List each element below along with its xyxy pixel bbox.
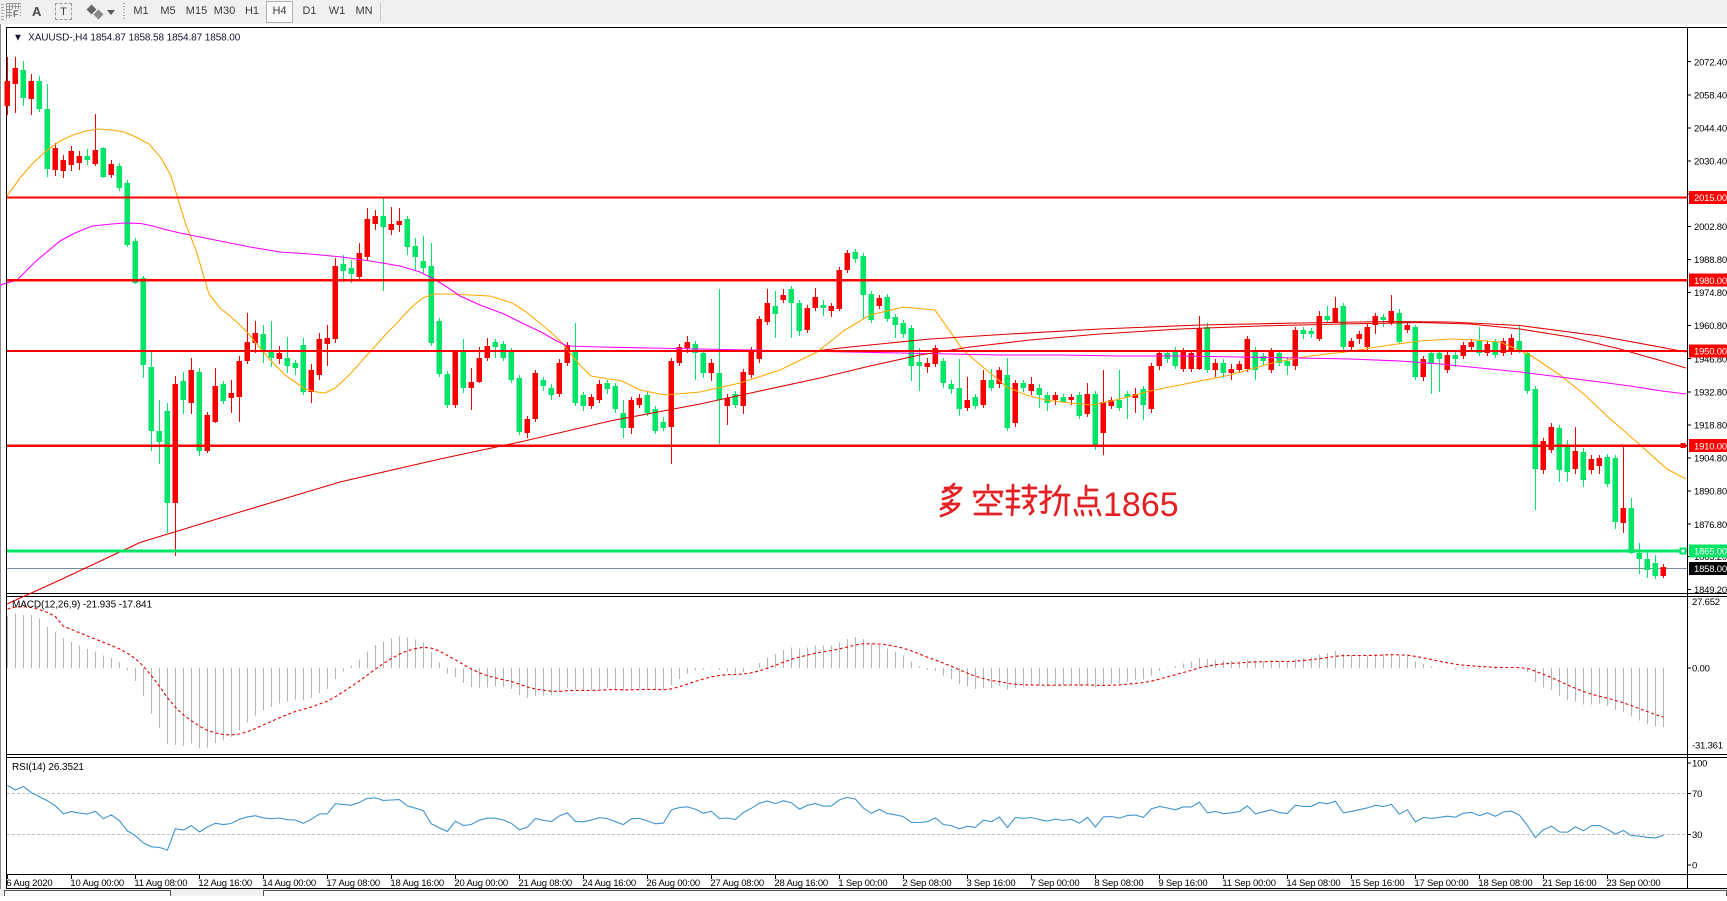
- svg-text:15 Sep 16:00: 15 Sep 16:00: [1350, 878, 1404, 889]
- svg-text:18 Sep 08:00: 18 Sep 08:00: [1478, 878, 1532, 889]
- svg-text:1932.80: 1932.80: [1694, 387, 1727, 398]
- svg-text:7 Sep 00:00: 7 Sep 00:00: [1030, 878, 1079, 889]
- svg-text:2 Sep 08:00: 2 Sep 08:00: [902, 878, 951, 889]
- svg-text:1918.80: 1918.80: [1694, 421, 1727, 432]
- svg-text:9 Sep 16:00: 9 Sep 16:00: [1158, 878, 1207, 889]
- svg-text:1890.80: 1890.80: [1694, 487, 1727, 498]
- svg-text:28 Aug 16:00: 28 Aug 16:00: [774, 878, 828, 889]
- svg-text:1960.80: 1960.80: [1694, 321, 1727, 332]
- svg-text:1974.80: 1974.80: [1694, 288, 1727, 299]
- svg-text:27 Aug 08:00: 27 Aug 08:00: [710, 878, 764, 889]
- svg-text:1980.00: 1980.00: [1694, 276, 1727, 287]
- svg-text:RSI(14) 26.3521: RSI(14) 26.3521: [12, 762, 84, 773]
- svg-text:-31.361: -31.361: [1692, 741, 1723, 752]
- svg-text:2072.40: 2072.40: [1694, 57, 1727, 68]
- svg-text:2058.40: 2058.40: [1694, 90, 1727, 101]
- svg-text:0: 0: [1692, 861, 1697, 872]
- svg-text:27.652: 27.652: [1692, 597, 1720, 608]
- svg-text:2030.40: 2030.40: [1694, 157, 1727, 168]
- svg-text:23 Sep 00:00: 23 Sep 00:00: [1606, 878, 1660, 889]
- svg-text:14 Sep 08:00: 14 Sep 08:00: [1286, 878, 1340, 889]
- svg-text:20 Aug 00:00: 20 Aug 00:00: [454, 878, 508, 889]
- svg-text:1950.00: 1950.00: [1694, 347, 1727, 358]
- svg-text:17 Sep 00:00: 17 Sep 00:00: [1414, 878, 1468, 889]
- svg-text:12 Aug 16:00: 12 Aug 16:00: [198, 878, 252, 889]
- svg-text:0.00: 0.00: [1692, 663, 1710, 674]
- svg-text:11 Sep 00:00: 11 Sep 00:00: [1222, 878, 1275, 889]
- svg-text:100: 100: [1692, 759, 1707, 770]
- svg-text:MACD(12,26,9) -21.935 -17.841: MACD(12,26,9) -21.935 -17.841: [12, 600, 152, 611]
- svg-text:2002.80: 2002.80: [1694, 222, 1727, 233]
- svg-text:6 Aug 2020: 6 Aug 2020: [6, 878, 52, 889]
- svg-text:26 Aug 00:00: 26 Aug 00:00: [646, 878, 700, 889]
- svg-text:21 Aug 08:00: 21 Aug 08:00: [518, 878, 572, 889]
- svg-text:21 Sep 16:00: 21 Sep 16:00: [1542, 878, 1596, 889]
- svg-text:2015.00: 2015.00: [1694, 193, 1727, 204]
- svg-text:30: 30: [1692, 830, 1702, 841]
- svg-text:70: 70: [1692, 789, 1702, 800]
- svg-text:1910.00: 1910.00: [1694, 441, 1727, 452]
- svg-text:▼ XAUUSD-,H4 1854.87 1858.58: ▼ XAUUSD-,H4 1854.87 1858.58 1854.87 185…: [13, 33, 241, 44]
- svg-text:11 Aug 08:00: 11 Aug 08:00: [134, 878, 187, 889]
- svg-text:1865.00: 1865.00: [1694, 547, 1727, 558]
- svg-text:1858.00: 1858.00: [1694, 564, 1727, 575]
- svg-text:14 Aug 00:00: 14 Aug 00:00: [262, 878, 316, 889]
- svg-text:18 Aug 16:00: 18 Aug 16:00: [390, 878, 444, 889]
- svg-text:1 Sep 00:00: 1 Sep 00:00: [838, 878, 887, 889]
- svg-text:1849.20: 1849.20: [1694, 585, 1727, 596]
- svg-text:10 Aug 00:00: 10 Aug 00:00: [70, 878, 124, 889]
- svg-text:3 Sep 16:00: 3 Sep 16:00: [966, 878, 1015, 889]
- svg-text:17 Aug 08:00: 17 Aug 08:00: [326, 878, 380, 889]
- svg-text:1876.80: 1876.80: [1694, 520, 1727, 531]
- svg-text:1865: 1865: [1103, 486, 1179, 524]
- svg-text:2044.40: 2044.40: [1694, 124, 1727, 135]
- svg-text:1988.80: 1988.80: [1694, 255, 1727, 266]
- svg-text:1904.80: 1904.80: [1694, 454, 1727, 465]
- svg-text:8 Sep 08:00: 8 Sep 08:00: [1094, 878, 1143, 889]
- svg-text:24 Aug 16:00: 24 Aug 16:00: [582, 878, 636, 889]
